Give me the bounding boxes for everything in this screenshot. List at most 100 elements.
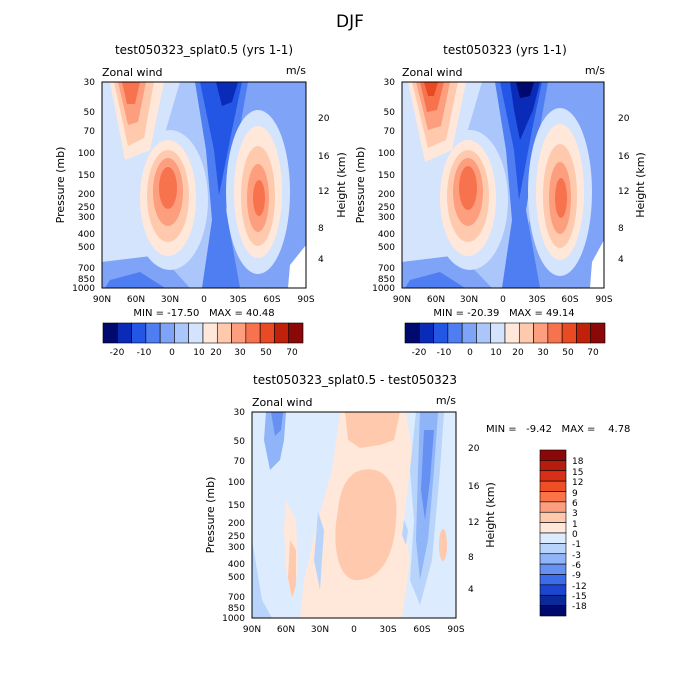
x-tick-label: 90N [93,295,111,305]
colorbar-swatch [539,605,567,617]
colorbar-swatch [418,322,434,344]
x-tick-label: 60S [413,625,430,635]
right-tick-label: 20 [618,114,630,124]
colorbar-swatch [539,511,567,523]
colorbar-label: -9 [572,571,581,581]
colorbar-label: 70 [587,348,599,358]
y-tick-label: 30 [84,78,96,88]
right-tick-label: 4 [618,255,624,265]
y-tick-label: 400 [228,560,245,570]
colorbar-swatch [539,594,567,606]
colorbar-swatch [202,322,218,344]
y-tick-labels: 30 50 70 100 150 200 250 300 400 500 700… [222,408,245,624]
x-tick-label: 0 [500,295,506,305]
y-tick-label: 1000 [372,284,395,294]
colorbar-swatch [561,322,577,344]
y-tick-label: 300 [228,543,245,553]
x-tick-label: 90S [297,295,314,305]
x-tick-label: 60N [277,625,295,635]
y-tick-label: 50 [234,437,246,447]
y-tick-label: 70 [234,457,246,467]
right-tick-label: 8 [318,224,324,234]
y-tick-label: 850 [78,275,95,285]
y-tick-label: 300 [378,213,395,223]
right-tick-label: 4 [318,255,324,265]
colorbar-swatch [504,322,520,344]
x-tick-label: 60S [561,295,578,305]
y-tick-label: 500 [378,243,395,253]
colorbar-label: 50 [562,348,574,358]
y-tick-label: 300 [78,213,95,223]
colorbar-label: 12 [572,478,583,488]
y-tick-label: 200 [78,190,95,200]
y-axis-label: Pressure (mb) [204,477,217,554]
x-tick-label: 90N [243,625,261,635]
y-tick-label: 250 [228,532,245,542]
colorbar-swatch [518,322,534,344]
x-tick-label: 60N [427,295,445,305]
colorbar-swatch [461,322,477,344]
colorbar-swatch [539,543,567,555]
y-tick-label: 500 [78,243,95,253]
x-tick-label: 30N [460,295,478,305]
panel-1: test050323_splat0.5 (yrs 1-1) Zonal wind… [54,43,348,358]
x-tick-labels: 90N 60N 30N 0 30S 60S 90S [243,625,465,635]
y-tick-label: 250 [378,203,395,213]
colorbar-label: 30 [234,348,246,358]
x-tick-labels: 90N 60N 30N 0 30S 60S 90S [393,295,613,305]
colorbar-label: 1 [572,520,578,530]
x-tick-label: 30S [229,295,246,305]
right-tick-label: 12 [468,518,479,528]
min-max-stats: MIN = -20.39 MAX = 49.14 [433,308,574,319]
y-tick-label: 100 [228,478,245,488]
colorbar-swatch [547,322,563,344]
colorbar: -20 -10 0 10 20 30 50 70 [102,322,304,358]
y-tick-label: 70 [84,127,96,137]
colorbar-swatch [116,322,132,344]
y-tick-label: 70 [384,127,396,137]
colorbar-label: 20 [512,348,524,358]
y-tick-label: 850 [378,275,395,285]
colorbar-swatch [447,322,463,344]
colorbar-swatch [102,322,118,344]
colorbar: -20 -10 0 10 20 30 50 70 [404,322,606,358]
colorbar-swatch [174,322,190,344]
colorbar-swatch [145,322,161,344]
x-tick-label: 30S [528,295,545,305]
y-tick-label: 1000 [222,614,245,624]
colorbar-swatch [216,322,232,344]
colorbar-swatch [539,584,567,596]
right-tick-label: 12 [318,187,329,197]
colorbar-label: 10 [490,348,502,358]
colorbar-label: -20 [412,348,427,358]
colorbar-label: 9 [572,489,578,499]
plot-frame [401,81,605,289]
y-tick-label: 500 [228,573,245,583]
colorbar-swatch [131,322,147,344]
colorbar-label: 15 [572,468,583,478]
y-tick-label: 250 [78,203,95,213]
y-tick-label: 400 [78,230,95,240]
colorbar-label: -10 [437,348,452,358]
colorbar-label: -18 [572,602,587,612]
colorbar-swatch [159,322,175,344]
colorbar-swatch [274,322,290,344]
colorbar-swatch [231,322,247,344]
figure-title: DJF [336,12,364,32]
units-label: m/s [286,64,306,77]
x-tick-label: 30S [379,625,396,635]
y-tick-labels: 30 50 70 100 150 200 250 300 400 500 700… [372,78,395,294]
colorbar-label: 70 [286,348,298,358]
colorbar-swatch [590,322,606,344]
colorbar-label: 3 [572,509,578,519]
x-tick-label: 0 [351,625,357,635]
colorbar-swatch [539,553,567,565]
y-tick-label: 200 [378,190,395,200]
units-label: m/s [436,394,456,407]
y-tick-label: 30 [234,408,246,418]
right-tick-label: 4 [468,585,474,595]
y-tick-labels: 30 50 70 100 150 200 250 300 400 500 700… [72,78,95,294]
y-tick-label: 30 [384,78,396,88]
y-tick-label: 400 [378,230,395,240]
colorbar-label: -6 [572,561,581,571]
